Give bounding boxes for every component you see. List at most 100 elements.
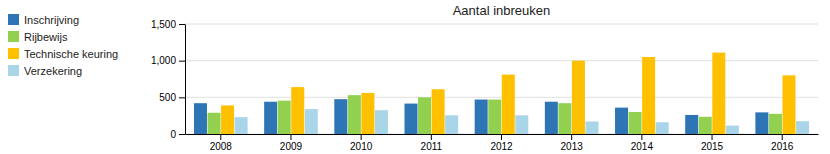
legend-swatch bbox=[8, 31, 19, 42]
bar bbox=[642, 57, 655, 134]
bar bbox=[712, 53, 725, 134]
legend-label: Inschrijving bbox=[24, 14, 79, 26]
tick-mark bbox=[220, 134, 221, 140]
tick: 2015 bbox=[701, 134, 724, 152]
bar bbox=[361, 93, 374, 134]
tick-label: 2012 bbox=[490, 141, 513, 152]
legend-item: Technische keuring bbox=[8, 48, 118, 60]
tick-label: 2014 bbox=[631, 141, 654, 152]
tick-label: 2011 bbox=[421, 141, 443, 152]
legend: Inschrijving Rijbewijs Technische keuring V… bbox=[8, 14, 118, 77]
tick-mark bbox=[179, 24, 185, 25]
tick: 2009 bbox=[280, 134, 303, 152]
x-axis: 2008 2009 2010 2011 2012 2013 2014 2015 2016 bbox=[186, 134, 819, 152]
title: Aantal inbreuken bbox=[453, 3, 551, 18]
bar bbox=[545, 102, 558, 134]
tick: 2010 bbox=[350, 134, 373, 152]
bar bbox=[796, 121, 809, 134]
bar bbox=[515, 115, 528, 134]
legend-swatch bbox=[8, 65, 19, 76]
tick-mark bbox=[571, 134, 572, 140]
tick-mark bbox=[179, 134, 185, 135]
bar bbox=[475, 100, 488, 134]
tick-mark bbox=[361, 134, 362, 140]
legend-label: Verzekering bbox=[24, 65, 82, 77]
bar bbox=[726, 126, 739, 134]
tick-label: 2015 bbox=[701, 141, 724, 152]
bars bbox=[194, 53, 809, 134]
bar bbox=[235, 117, 248, 134]
grid-line bbox=[185, 24, 818, 25]
tick-label: 1,000 bbox=[151, 55, 176, 66]
legend-item: Inschrijving bbox=[8, 14, 79, 26]
axis-line bbox=[185, 25, 186, 135]
chart: 05001,0001,50020082009201020112012201320… bbox=[0, 0, 830, 154]
tick-mark bbox=[179, 61, 185, 62]
tick-label: 0 bbox=[170, 129, 176, 140]
bar bbox=[615, 108, 628, 134]
bar bbox=[432, 89, 445, 134]
tick: 2011 bbox=[421, 134, 443, 152]
series bbox=[235, 109, 809, 134]
tick: 2016 bbox=[771, 134, 794, 152]
tick-mark bbox=[431, 134, 432, 140]
tick-label: 500 bbox=[159, 92, 176, 103]
tick-label: 2008 bbox=[210, 141, 233, 152]
bar bbox=[375, 110, 388, 134]
plot: 05001,0001,50020082009201020112012201320… bbox=[151, 19, 819, 152]
tick-label: 1,500 bbox=[151, 19, 176, 30]
bar bbox=[685, 115, 698, 134]
tick: 1,500 bbox=[151, 19, 185, 30]
bar bbox=[699, 117, 712, 134]
bar bbox=[348, 95, 361, 134]
bar bbox=[404, 104, 417, 134]
bar bbox=[656, 122, 669, 134]
bar bbox=[572, 61, 585, 134]
legend-label: Technische keuring bbox=[24, 48, 118, 60]
bar bbox=[502, 75, 515, 134]
bar bbox=[418, 97, 431, 134]
tick-mark bbox=[712, 134, 713, 140]
tick: 1,000 bbox=[151, 55, 185, 66]
series bbox=[221, 53, 795, 134]
bar bbox=[264, 102, 277, 134]
legend-label: Rijbewijs bbox=[24, 31, 68, 43]
tick-mark bbox=[641, 134, 642, 140]
bar bbox=[334, 99, 347, 134]
bar bbox=[291, 87, 304, 134]
bar bbox=[305, 109, 318, 134]
bar bbox=[782, 75, 795, 134]
tick: 500 bbox=[159, 92, 185, 103]
bar bbox=[769, 114, 782, 134]
legend-item: Rijbewijs bbox=[8, 31, 68, 43]
tick: 0 bbox=[170, 129, 185, 140]
bar bbox=[558, 103, 571, 134]
tick-label: 2010 bbox=[350, 141, 373, 152]
bar bbox=[194, 103, 207, 134]
tick-mark bbox=[179, 97, 185, 98]
series bbox=[194, 99, 768, 134]
tick: 2012 bbox=[490, 134, 513, 152]
tick-label: 2016 bbox=[771, 141, 794, 152]
tick-mark bbox=[782, 134, 783, 140]
tick-label: 2013 bbox=[561, 141, 584, 152]
tick: 2013 bbox=[561, 134, 584, 152]
tick: 2008 bbox=[210, 134, 233, 152]
legend-item: Verzekering bbox=[8, 65, 82, 77]
legend-swatch bbox=[8, 48, 19, 59]
bar bbox=[445, 115, 458, 134]
grid bbox=[185, 24, 818, 134]
tick: 2014 bbox=[631, 134, 654, 152]
y-axis: 0 500 1,000 1,500 bbox=[151, 19, 186, 140]
tick-label: 2009 bbox=[280, 141, 303, 152]
tick-mark bbox=[501, 134, 502, 140]
bar bbox=[278, 101, 291, 134]
bar bbox=[221, 105, 234, 134]
tick-mark bbox=[290, 134, 291, 140]
legend-swatch bbox=[8, 14, 19, 25]
bar bbox=[488, 100, 501, 134]
bar bbox=[629, 112, 642, 134]
bar bbox=[208, 113, 221, 134]
bar bbox=[585, 122, 598, 134]
bar bbox=[755, 112, 768, 134]
